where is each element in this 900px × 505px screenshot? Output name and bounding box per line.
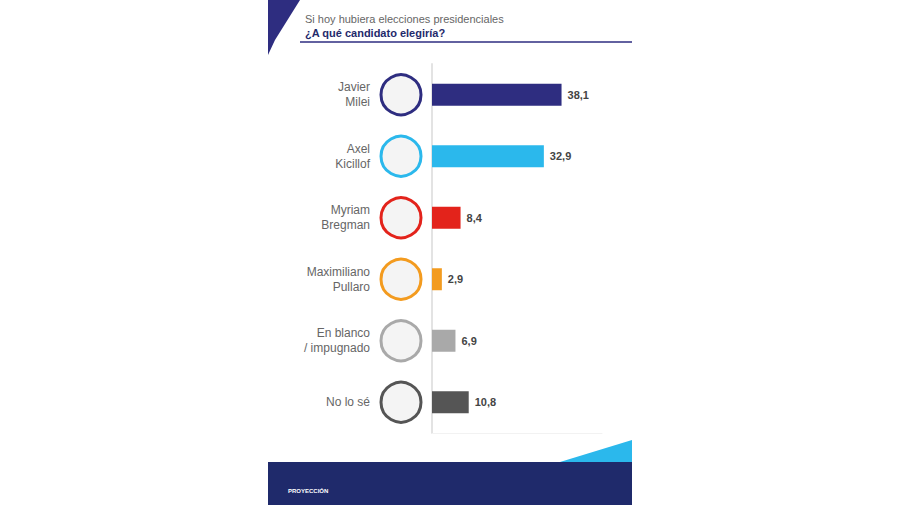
svg-text:PROYECCIÓN: PROYECCIÓN bbox=[288, 487, 328, 494]
svg-text:¿A qué candidato elegiría?: ¿A qué candidato elegiría? bbox=[305, 27, 445, 40]
svg-text:Javier: Javier bbox=[338, 80, 370, 94]
svg-text:Milei: Milei bbox=[345, 95, 370, 109]
svg-text:Myriam: Myriam bbox=[331, 203, 370, 217]
svg-text:En blanco: En blanco bbox=[317, 326, 371, 340]
svg-text:No lo sé: No lo sé bbox=[326, 395, 370, 409]
svg-text:Pullaro: Pullaro bbox=[333, 280, 371, 294]
svg-text:6,9: 6,9 bbox=[461, 335, 476, 347]
svg-text:32,9: 32,9 bbox=[550, 150, 571, 162]
svg-text:2,9: 2,9 bbox=[448, 273, 463, 285]
svg-text:Bregman: Bregman bbox=[321, 218, 370, 232]
svg-text:Maximiliano: Maximiliano bbox=[307, 265, 371, 279]
svg-text:10,8: 10,8 bbox=[475, 396, 496, 408]
svg-text:8,4: 8,4 bbox=[467, 212, 483, 224]
svg-text:Si hoy hubiera elecciones pres: Si hoy hubiera elecciones presidenciales bbox=[305, 13, 504, 25]
svg-text:Kicillof: Kicillof bbox=[335, 157, 370, 171]
svg-text:38,1: 38,1 bbox=[568, 89, 589, 101]
svg-text:Axel: Axel bbox=[347, 142, 370, 156]
svg-text:/ impugnado: / impugnado bbox=[304, 341, 370, 355]
